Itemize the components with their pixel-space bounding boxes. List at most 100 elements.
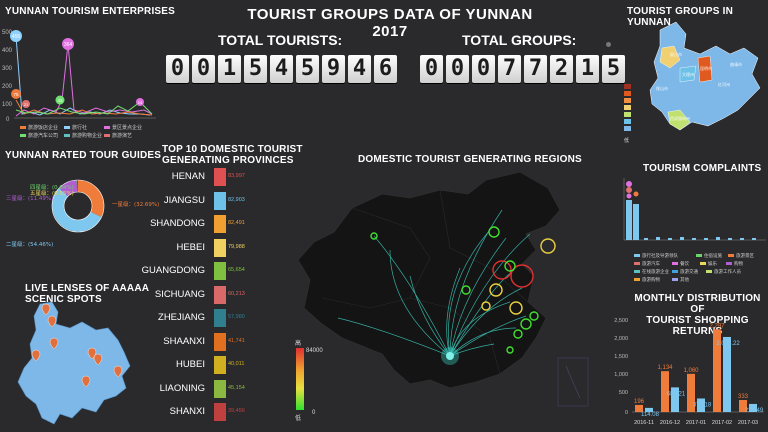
bar-label-a: 196 — [634, 399, 645, 405]
shopping-chart: 2,500 2,000 1,500 1,000 500 0 196 114.08 1… — [614, 318, 764, 426]
province-row[interactable]: HEBEI 79,988 — [160, 238, 275, 257]
province-row[interactable]: LIAONING 45,154 — [159, 379, 275, 398]
legend-item: 旅游景区 — [736, 252, 754, 259]
bubble-label: 455 — [12, 34, 21, 40]
bubble — [62, 38, 74, 50]
svg-text:保山市: 保山市 — [656, 85, 668, 91]
bubble — [55, 95, 65, 105]
province-name: HEBEI — [176, 241, 205, 253]
svg-text:大理州: 大理州 — [682, 71, 694, 77]
digit: 7 — [498, 55, 521, 83]
digit: 9 — [322, 55, 345, 83]
legend-item: 娱乐 — [708, 260, 717, 267]
province-row[interactable]: HUBEI 40,011 — [160, 356, 275, 374]
province-row[interactable]: SHAANXI 41,741 — [160, 332, 275, 351]
total-groups-counter: 0 0 0 7 7 2 1 5 — [420, 55, 625, 83]
x-label: 2017-03 — [738, 420, 758, 426]
legend-item: 其他 — [680, 276, 689, 283]
province-name: SHANDONG — [150, 218, 205, 229]
shopping-title-line2: TOURIST SHOPPING RETURNS — [646, 315, 749, 337]
bubble-label: 21 — [24, 102, 29, 107]
digit: 0 — [192, 55, 215, 83]
province-row[interactable]: JIANGSU 82,903 — [160, 191, 275, 210]
province-bar — [214, 285, 226, 304]
lenses-title-line1: LIVE LENSES OF AAAAA — [25, 283, 150, 294]
top10-title: TOP 10 DOMESTIC TOURIST GENERATING PROVI… — [162, 144, 303, 166]
total-tourists-label: TOTAL TOURISTS: — [218, 32, 343, 48]
y-tick: 100 — [2, 102, 13, 108]
bubble-label: 75 — [13, 92, 19, 97]
y-tick: 1,500 — [614, 354, 628, 360]
bar-series-a — [687, 373, 695, 412]
slice-label: 二星级：(54.46%) — [6, 240, 53, 248]
region-marker — [488, 226, 500, 238]
y-tick: 0 — [6, 117, 10, 123]
bar-series-b — [749, 403, 757, 412]
province-row[interactable]: GUANGDONG 65,654 — [142, 262, 275, 280]
legend-item: 旅游演艺 — [112, 132, 132, 139]
bar-series-b — [645, 407, 653, 412]
province-bar — [214, 403, 226, 421]
province-value: 60,213 — [228, 290, 245, 297]
province-row[interactable]: SHANDONG 82,491 — [150, 215, 275, 233]
bar-label-a: 1,060 — [683, 368, 699, 374]
x-label: 2017-01 — [686, 420, 706, 426]
bar-series-a — [713, 329, 721, 412]
slice-label: 五星级：(0.55%) — [30, 189, 74, 197]
y-tick: 500 — [619, 390, 628, 396]
province-row[interactable]: HENAN 83,997 — [160, 168, 275, 186]
bar-label-b: 2,084.22 — [716, 341, 740, 347]
province-bar — [214, 262, 226, 280]
province-bar — [214, 168, 226, 186]
digit: 4 — [348, 55, 371, 83]
yunnan-lenses-map[interactable] — [12, 300, 137, 432]
bar-series-b — [697, 398, 705, 412]
y-tick: 400 — [2, 48, 13, 54]
province-name: HUBEI — [175, 359, 205, 370]
province-name: SHANXI — [169, 406, 205, 417]
region-kunming — [697, 55, 713, 83]
region-dali — [679, 65, 697, 83]
yunnan-legend-low: 低 — [624, 137, 629, 144]
slice-label: 三星级：(11.49%) — [6, 194, 53, 202]
digit: 7 — [524, 55, 547, 83]
yunnan-groups-map[interactable]: 丽江市 大理州 昆明市 红河州 西双版纳州 保山市 曲靖市 低 — [620, 18, 768, 150]
region-marker — [509, 301, 523, 315]
legend-item: 餐饮 — [680, 260, 689, 267]
bar-series-a — [661, 371, 669, 412]
status-dot — [606, 42, 611, 47]
bubble — [136, 98, 144, 106]
province-name: LIAONING — [159, 382, 205, 394]
legend-item: 旅游交通 — [680, 268, 698, 275]
bar-series-a — [635, 404, 643, 412]
guides-title: YUNNAN RATED TOUR GUIDES — [5, 150, 162, 161]
province-bar — [214, 191, 226, 210]
province-row[interactable]: SHANXI 39,456 — [160, 403, 275, 421]
province-row[interactable]: SICHUANG 60,213 — [155, 285, 275, 304]
legend-item: 旅游工作人员 — [714, 268, 741, 275]
digit: 0 — [420, 55, 443, 83]
province-row[interactable]: ZHEJIANG 57,980 — [158, 309, 275, 327]
bubble-label: 364 — [64, 42, 73, 48]
legend-item: 在线旅游企业 — [642, 268, 669, 275]
legend-item: 旅游汽车公司 — [28, 132, 58, 139]
province-value: 79,988 — [228, 243, 245, 250]
complaints-chart: 旅行社及导游领队 住宿设施 旅游景区 旅游汽车 餐饮 娱乐 购物 在线旅游企业 … — [623, 178, 766, 283]
camera-pin-icon — [87, 347, 97, 360]
china-flow-map[interactable]: 84000 0 高 低 — [290, 168, 610, 432]
region-marker — [513, 329, 523, 339]
region-marker — [540, 238, 556, 254]
total-tourists-counter: 0 0 1 5 4 5 9 4 6 — [166, 55, 397, 83]
digit: 1 — [576, 55, 599, 83]
province-name: HENAN — [171, 171, 205, 182]
bubble — [22, 100, 30, 108]
digit: 0 — [472, 55, 495, 83]
region-marker — [489, 283, 503, 297]
legend-min: 0 — [312, 410, 316, 416]
digit: 5 — [602, 55, 625, 83]
legend-item: 旅游饭店企业 — [28, 124, 58, 131]
province-value: 82,491 — [228, 220, 245, 226]
bar-series-b — [671, 387, 679, 412]
camera-pin-icon — [41, 303, 51, 316]
svg-text:曲靖市: 曲靖市 — [730, 61, 742, 67]
